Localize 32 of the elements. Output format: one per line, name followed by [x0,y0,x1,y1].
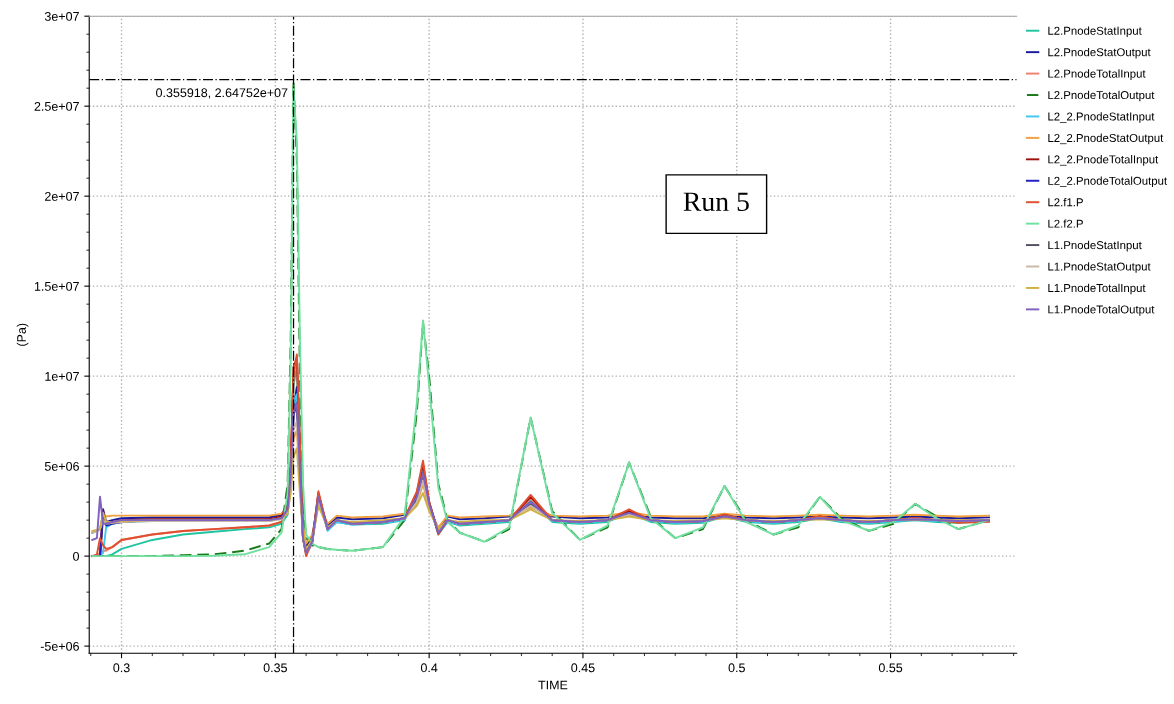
y-tick-label: 3e+07 [44,11,79,21]
y-tick-label: -5e+06 [40,641,79,651]
y-tick-label: 5e+06 [44,461,79,471]
y-tick-label: 2e+07 [45,191,79,201]
legend-label: L2.PnodeStatInput [1048,26,1142,38]
legend-label: L2.PnodeStatOutput [1048,47,1151,59]
y-tick-label: 1e+07 [45,371,79,381]
y-tick-label: 2.5e+07 [34,101,79,111]
legend-label: L2.PnodeTotalOutput [1048,90,1155,102]
legend-label: L2.f1.P [1048,197,1083,207]
legend-label: L1.PnodeStatOutput [1048,262,1151,273]
annotation: 0.355918, 2.64752e+07 [156,88,288,99]
legend-label: L2_2.PnodeTotalOutput [1048,176,1168,188]
x-tick-label: 0.55 [878,663,903,673]
x-tick-label: 0.45 [571,663,595,673]
x-tick-label: 0.3 [113,663,130,673]
legend-label: L2_2.PnodeTotalInput [1048,155,1159,166]
x-tick-label: 0.35 [263,663,287,673]
legend-label: L2_2.PnodeStatInput [1048,112,1155,123]
legend-label: L1.PnodeTotalOutput [1048,305,1155,316]
legend-label: L2_2.PnodeStatOutput [1048,133,1164,145]
x-tick-label: 0.4 [420,663,438,673]
y-axis-title: (Pa) [16,323,29,346]
legend-label: L2.PnodeTotalInput [1048,69,1146,80]
legend-label: L1.PnodeStatInput [1048,240,1142,252]
x-tick-label: 0.5 [728,663,745,673]
legend-label: L1.PnodeTotalInput [1048,283,1146,295]
legend-label: L2.f2.P [1048,219,1083,228]
x-axis-title: TIME [538,680,568,690]
y-tick-label: 1.5e+07 [34,281,79,291]
annotation: Run 5 [683,192,749,212]
y-tick-label: 0 [73,551,80,561]
